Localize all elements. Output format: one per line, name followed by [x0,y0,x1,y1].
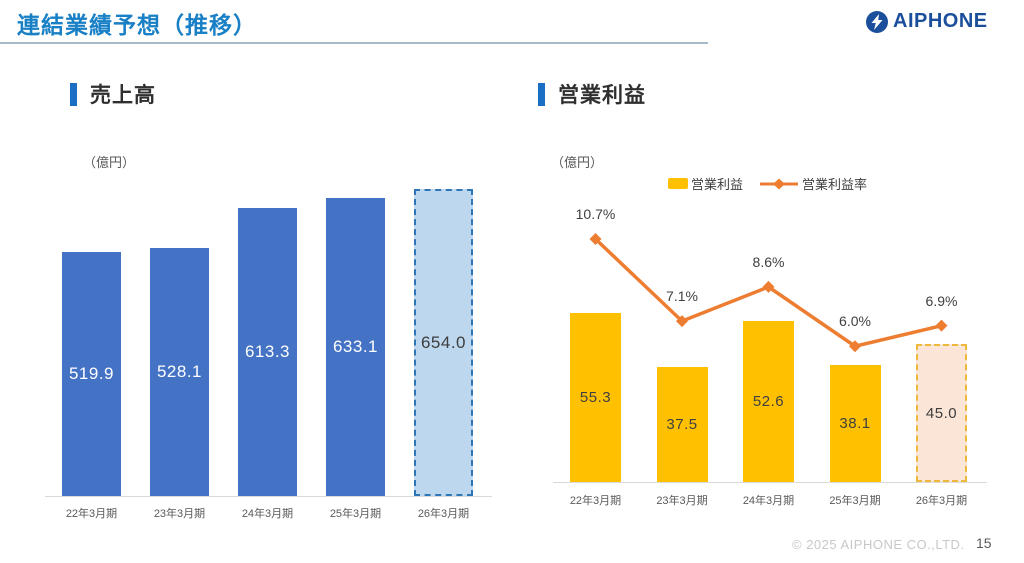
sales-section-title: 売上高 [90,84,156,107]
legend-bar-swatch [668,178,688,189]
margin-point-label: 10.7% [575,206,616,223]
profit-x-label: 26年3月期 [915,495,968,507]
margin-point-marker [762,280,775,293]
margin-point-marker [589,233,602,246]
profit-bar-value: 38.1 [839,415,871,432]
profit-bar: 52.6 [743,321,794,482]
profit-section-title: 営業利益 [558,84,646,107]
sales-x-axis [45,496,492,497]
sales-bar: 519.9 [62,252,121,496]
profit-unit-label: （億円） [551,155,604,170]
profit-bar-value: 52.6 [752,393,785,410]
margin-point-marker [935,319,948,332]
profit-bar-value: 55.3 [579,389,612,406]
sales-bar: 654.0 [414,189,473,496]
profit-x-label: 24年3月期 [742,495,795,507]
sales-bar-value: 519.9 [68,364,115,383]
profit-x-label: 23年3月期 [656,495,708,507]
margin-point-label: 7.1% [666,288,698,305]
margin-point-label: 6.0% [839,313,871,330]
aiphone-logo-icon [866,10,888,33]
sales-bar: 528.1 [150,248,209,496]
sales-bar-value: 654.0 [420,332,467,352]
profit-bar-value: 37.5 [666,416,698,433]
sales-bar-value: 633.1 [332,337,379,356]
profit-x-label: 25年3月期 [829,495,881,507]
margin-point-label: 6.9% [925,292,958,309]
sales-x-label: 23年3月期 [153,508,206,520]
sales-x-label: 25年3月期 [329,508,382,520]
profit-bar-value: 45.0 [925,404,958,422]
margin-point-label: 8.6% [752,253,785,270]
profit-bar: 38.1 [829,365,881,482]
sales-section-marker [70,82,77,106]
profit-section-marker [538,82,545,106]
sales-section-header: 売上高 [70,79,156,109]
aiphone-logo-text: AIPHONE [893,10,988,32]
legend-line-swatch [760,178,799,189]
profit-legend: 営業利益 営業利益率 [668,174,867,193]
copyright: © 2025 AIPHONE CO.,LTD. [792,537,965,552]
sales-bar-value: 613.3 [244,342,291,361]
page-number: 15 [976,535,992,551]
sales-bar: 633.1 [326,198,385,496]
profit-bar: 45.0 [916,344,967,482]
legend-item-operating-profit: 営業利益 [668,174,743,193]
profit-x-label: 22年3月期 [569,495,622,507]
sales-unit-label: （億円） [83,155,136,170]
sales-bar: 613.3 [238,208,297,496]
profit-section-header: 営業利益 [538,79,646,109]
legend-item-profit-margin: 営業利益率 [759,174,867,193]
profit-x-axis [553,482,987,483]
sales-x-label: 24年3月期 [241,508,294,520]
profit-bar: 55.3 [570,313,621,482]
aiphone-logo: AIPHONE [866,10,988,33]
sales-x-label: 26年3月期 [417,508,470,520]
sales-bar-value: 528.1 [156,362,203,381]
title-underline [0,42,708,44]
profit-bar: 37.5 [656,367,708,482]
sales-x-label: 22年3月期 [65,508,118,520]
margin-point-marker [849,340,861,353]
legend-line-label: 営業利益率 [802,177,868,192]
sales-chart: 519.9 22年3月期 528.1 23年3月期 613.3 24年3月期 633.1 25… [45,185,492,520]
legend-bar-label: 営業利益 [691,177,744,192]
page-title: 連結業績予想（推移） [17,12,257,38]
profit-chart: 55.3 22年3月期 37.5 23年3月期 52.6 24年3月期 38.1 25年3月期… [553,200,987,507]
margin-point-marker [676,315,688,328]
